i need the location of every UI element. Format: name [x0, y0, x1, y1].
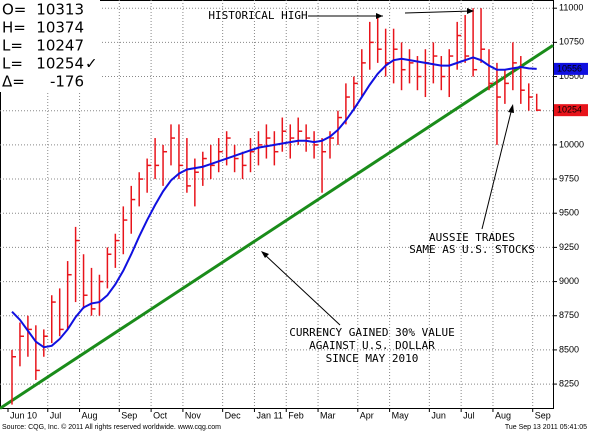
quote-label: O= — [2, 1, 26, 19]
quote-value: 10313 — [36, 1, 84, 19]
x-tick-label: Sep — [535, 410, 551, 420]
arrow — [263, 253, 341, 326]
arrow — [404, 10, 473, 14]
timestamp: Tue Sep 13 2011 05:41:05 — [505, 424, 587, 431]
y-tick-label: 8750 — [559, 310, 579, 320]
y-tick-label: 8500 — [559, 344, 579, 354]
arrow-head — [508, 104, 514, 113]
x-tick-label: Sep — [121, 410, 137, 420]
price-tag-label: 10254 — [557, 105, 582, 115]
x-tick-label: Dec — [225, 410, 242, 420]
quote-label: Δ= — [2, 73, 25, 91]
y-tick-label: 9250 — [559, 242, 579, 252]
y-tick-label: 11000 — [559, 3, 583, 13]
arrow-head — [467, 8, 474, 14]
quote-value: 10374 — [36, 19, 84, 37]
x-tick-label: Aug — [82, 410, 98, 420]
quote-flag: ✓ — [85, 55, 98, 73]
annotation: AGAINST U.S. DOLLAR — [309, 339, 435, 352]
annotation: SAME AS U.S. STOCKS — [409, 243, 535, 256]
price-tag — [554, 104, 588, 117]
quote-label: L= — [2, 37, 23, 55]
y-tick-label: 8250 — [559, 378, 579, 388]
x-tick-label: Jun — [431, 410, 446, 420]
x-tick-label: Apr — [360, 410, 374, 420]
x-tick-label: Mar — [320, 410, 336, 420]
quote-value: 10254 — [36, 55, 84, 73]
quote-value: 10247 — [36, 37, 84, 55]
x-tick-label: Oct — [153, 410, 168, 420]
price-tag — [554, 62, 588, 75]
arrow — [481, 107, 513, 230]
quote-label: L= — [2, 55, 23, 73]
annotation: AUSSIE TRADES — [429, 231, 515, 244]
x-tick-label: Nov — [185, 410, 202, 420]
x-tick-label: Jun 10 — [10, 410, 37, 420]
trendline — [0, 44, 554, 410]
x-tick-label: Jul — [50, 410, 62, 420]
price-tag-label: 10556 — [557, 63, 582, 73]
source: Source: CQG, Inc. © 2011 All rights rese… — [2, 423, 221, 431]
quote-panel — [0, 0, 100, 92]
quote-value: -176 — [50, 73, 84, 91]
annotation: SINCE MAY 2010 — [326, 352, 419, 365]
y-tick-label: 10500 — [559, 71, 584, 81]
annotation: CURRENCY GAINED 30% VALUE — [289, 326, 455, 339]
y-tick-label: 10000 — [559, 139, 584, 149]
x-tick-label: May — [392, 410, 410, 420]
annotation: HISTORICAL HIGH — [208, 9, 307, 22]
x-tick-label: Jan 11 — [256, 410, 282, 420]
arrow-head — [261, 251, 269, 258]
x-tick-label: Aug — [495, 410, 511, 420]
y-tick-label: 9750 — [559, 173, 579, 183]
y-tick-label: 10750 — [559, 37, 584, 47]
quote-label: H= — [2, 19, 26, 37]
arrow-head — [376, 13, 383, 19]
x-tick-label: Jul — [463, 410, 475, 420]
y-tick-label: 9500 — [559, 208, 579, 218]
x-tick-label: Feb — [288, 410, 304, 420]
moving-average — [11, 56, 537, 349]
y-tick-label: 9000 — [559, 276, 579, 286]
